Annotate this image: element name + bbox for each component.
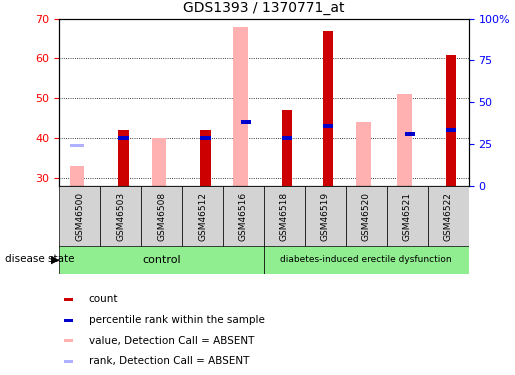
Bar [264,186,305,248]
Text: GSM46500: GSM46500 [75,192,84,241]
Bar [59,186,100,248]
Text: GSM46520: GSM46520 [362,192,371,241]
Bar [323,31,333,186]
Text: GSM46503: GSM46503 [116,192,125,241]
Bar [397,94,411,186]
Bar [346,186,387,248]
Bar [141,186,182,248]
Bar [282,110,293,186]
Bar [182,186,223,248]
Bar [70,144,84,147]
Text: GSM46518: GSM46518 [280,192,289,241]
Text: rank, Detection Call = ABSENT: rank, Detection Call = ABSENT [89,356,249,366]
Text: count: count [89,294,118,304]
Title: GDS1393 / 1370771_at: GDS1393 / 1370771_at [183,1,345,15]
Bar [323,124,333,128]
Bar [223,186,264,248]
Bar [64,339,73,342]
Text: GSM46522: GSM46522 [444,192,453,241]
Text: GSM46512: GSM46512 [198,192,207,241]
Bar [118,130,129,186]
Bar [233,27,248,186]
Text: GSM46516: GSM46516 [239,192,248,241]
Bar [64,360,73,363]
Bar [70,166,84,186]
Bar [282,136,293,140]
Bar [64,298,73,301]
Bar [264,246,469,274]
Bar [241,120,251,124]
Text: GSM46519: GSM46519 [321,192,330,241]
Bar [64,319,73,321]
Bar [427,186,469,248]
Text: percentile rank within the sample: percentile rank within the sample [89,315,265,325]
Bar [200,130,211,186]
Text: ▶: ▶ [50,255,59,264]
Text: diabetes-induced erectile dysfunction: diabetes-induced erectile dysfunction [281,255,452,264]
Bar [151,138,166,186]
Bar [100,186,141,248]
Bar [356,122,371,186]
Text: GSM46521: GSM46521 [403,192,411,241]
Text: value, Detection Call = ABSENT: value, Detection Call = ABSENT [89,336,254,346]
Bar [200,136,211,140]
Bar [59,246,264,274]
Bar [405,132,415,136]
Bar [305,186,346,248]
Text: GSM46508: GSM46508 [157,192,166,241]
Bar [446,128,456,132]
Text: control: control [142,255,181,265]
Bar [387,186,427,248]
Text: disease state: disease state [5,255,75,264]
Bar [118,136,129,140]
Bar [446,54,456,186]
